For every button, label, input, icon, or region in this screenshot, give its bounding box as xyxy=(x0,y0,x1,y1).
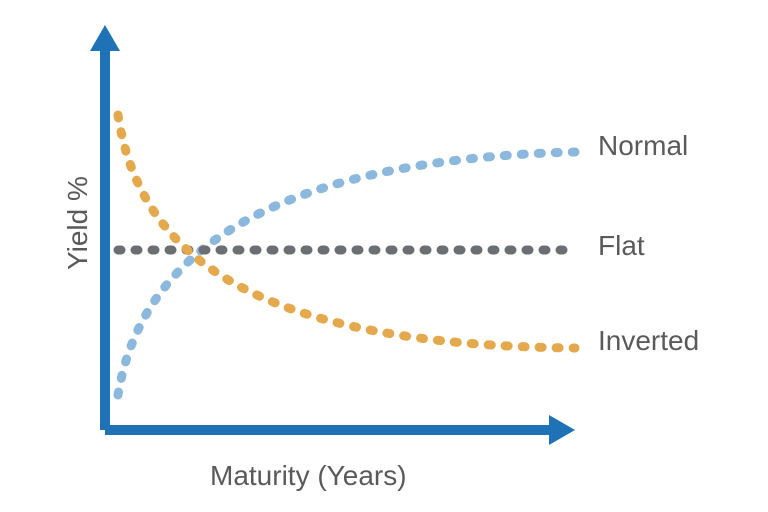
series-label-inverted: Inverted xyxy=(598,325,699,357)
series-label-flat: Flat xyxy=(598,230,645,262)
yield-curve-chart: Yield % Maturity (Years) Normal Flat Inv… xyxy=(0,0,768,512)
series-inverted xyxy=(118,115,575,348)
y-axis-label: Yield % xyxy=(62,176,94,270)
series-normal xyxy=(118,152,575,395)
series-label-normal: Normal xyxy=(598,130,688,162)
chart-svg xyxy=(0,0,768,512)
x-axis-label: Maturity (Years) xyxy=(210,460,407,492)
